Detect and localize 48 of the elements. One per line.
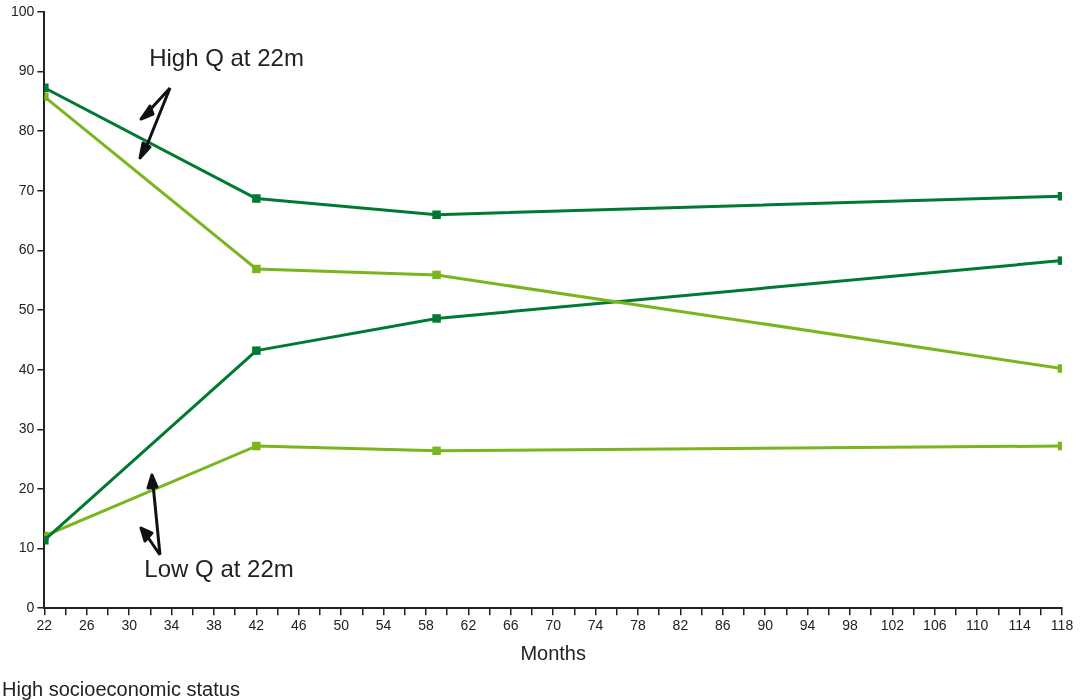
point xyxy=(252,441,261,451)
x-tick-label: 70 xyxy=(545,617,562,634)
x-tick-label: 78 xyxy=(630,617,646,634)
point xyxy=(432,210,441,219)
annotation: Low Q at 22m xyxy=(144,554,294,582)
x-tick-label: 34 xyxy=(163,617,180,634)
point xyxy=(432,314,441,323)
y-tick-label: 30 xyxy=(18,420,35,437)
y-tick-label: 100 xyxy=(11,2,35,19)
x-tick-label: 90 xyxy=(757,617,774,634)
x-tick-label: 26 xyxy=(78,617,95,634)
x-tick-label: 102 xyxy=(880,617,905,634)
point xyxy=(252,346,261,355)
x-tick-label: 86 xyxy=(715,617,731,634)
x-tick-label: 22 xyxy=(36,617,53,634)
y-tick-label: 90 xyxy=(18,62,35,79)
x-tick-label: 58 xyxy=(418,617,434,634)
y-tick-label: 80 xyxy=(18,122,35,139)
point xyxy=(432,270,441,280)
y-tick-label: 20 xyxy=(18,479,35,496)
x-tick-label: 74 xyxy=(587,617,604,634)
x-tick-label: 30 xyxy=(121,617,138,634)
x-tick-label: 42 xyxy=(248,617,265,634)
y-tick-label: 60 xyxy=(18,241,35,258)
x-tick-label: 38 xyxy=(206,617,222,634)
point xyxy=(252,264,261,274)
x-tick-label: 54 xyxy=(375,617,392,634)
point xyxy=(252,194,261,203)
x-tick-label: 98 xyxy=(842,617,858,634)
x-axis-title: Months xyxy=(520,641,586,664)
x-tick-label: 62 xyxy=(460,617,477,634)
y-tick-label: 40 xyxy=(18,360,35,377)
point xyxy=(432,446,441,456)
y-tick-label: 10 xyxy=(18,539,35,556)
text: High socioeconomic status xyxy=(2,678,240,700)
x-tick-label: 106 xyxy=(923,617,947,634)
x-tick-label: 50 xyxy=(333,617,350,634)
x-tick-label: 82 xyxy=(672,617,689,634)
x-tick-label: 114 xyxy=(1008,617,1031,634)
y-tick-label: 50 xyxy=(18,300,35,317)
x-tick-label: 66 xyxy=(502,617,519,634)
x-tick-label: 94 xyxy=(799,617,816,634)
x-tick-label: 46 xyxy=(290,617,307,634)
x-tick-label: 118 xyxy=(1050,617,1074,634)
y-tick-label: 0 xyxy=(26,599,35,616)
y-tick-label: 70 xyxy=(18,181,35,198)
x-tick-label: 110 xyxy=(966,617,989,634)
annotation: High Q at 22m xyxy=(149,44,304,72)
